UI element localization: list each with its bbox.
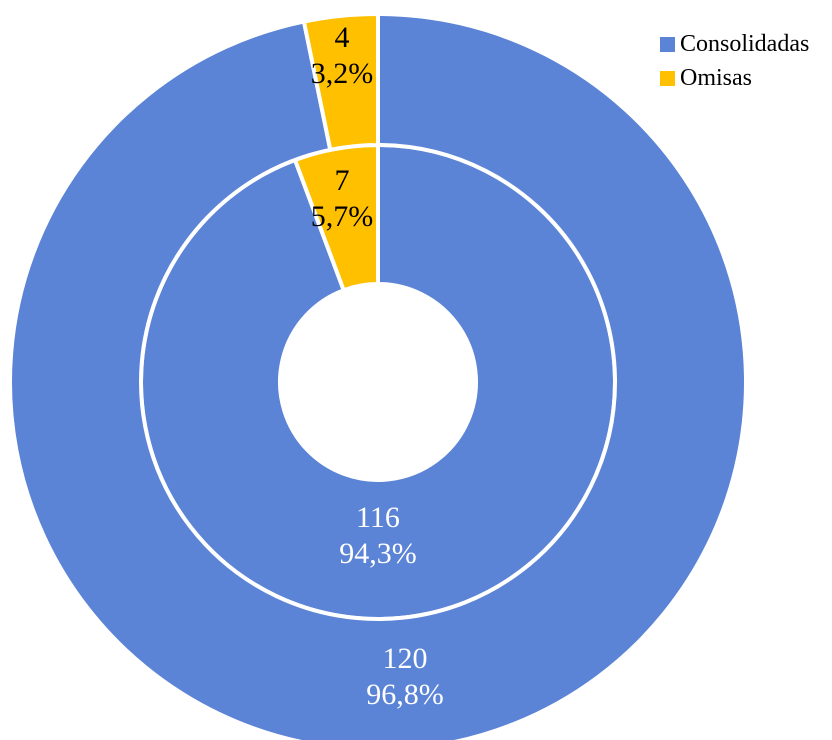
outer-label-consolidadas-percent: 96,8% bbox=[366, 678, 444, 711]
chart-legend: Consolidadas Omisas bbox=[660, 28, 809, 96]
outer-label-omisas-percent: 3,2% bbox=[311, 57, 374, 90]
legend-swatch-consolidadas bbox=[660, 36, 675, 52]
outer-label-omisas-value: 4 bbox=[335, 21, 350, 54]
legend-label-omisas: Omisas bbox=[680, 64, 752, 91]
outer-slice-consolidadas bbox=[8, 11, 748, 740]
inner-label-consolidadas-value: 116 bbox=[356, 501, 400, 534]
legend-item-omisas: Omisas bbox=[660, 62, 809, 94]
inner-label-consolidadas-percent: 94,3% bbox=[339, 537, 417, 570]
outer-label-consolidadas-value: 120 bbox=[383, 642, 428, 675]
legend-swatch-omisas bbox=[660, 70, 675, 86]
inner-label-omisas-value: 7 bbox=[335, 164, 350, 197]
inner-label-omisas-percent: 5,7% bbox=[311, 200, 374, 233]
outer-slice-omisas bbox=[301, 11, 380, 153]
legend-label-consolidadas: Consolidadas bbox=[680, 30, 810, 57]
legend-item-consolidadas: Consolidadas bbox=[660, 28, 809, 60]
